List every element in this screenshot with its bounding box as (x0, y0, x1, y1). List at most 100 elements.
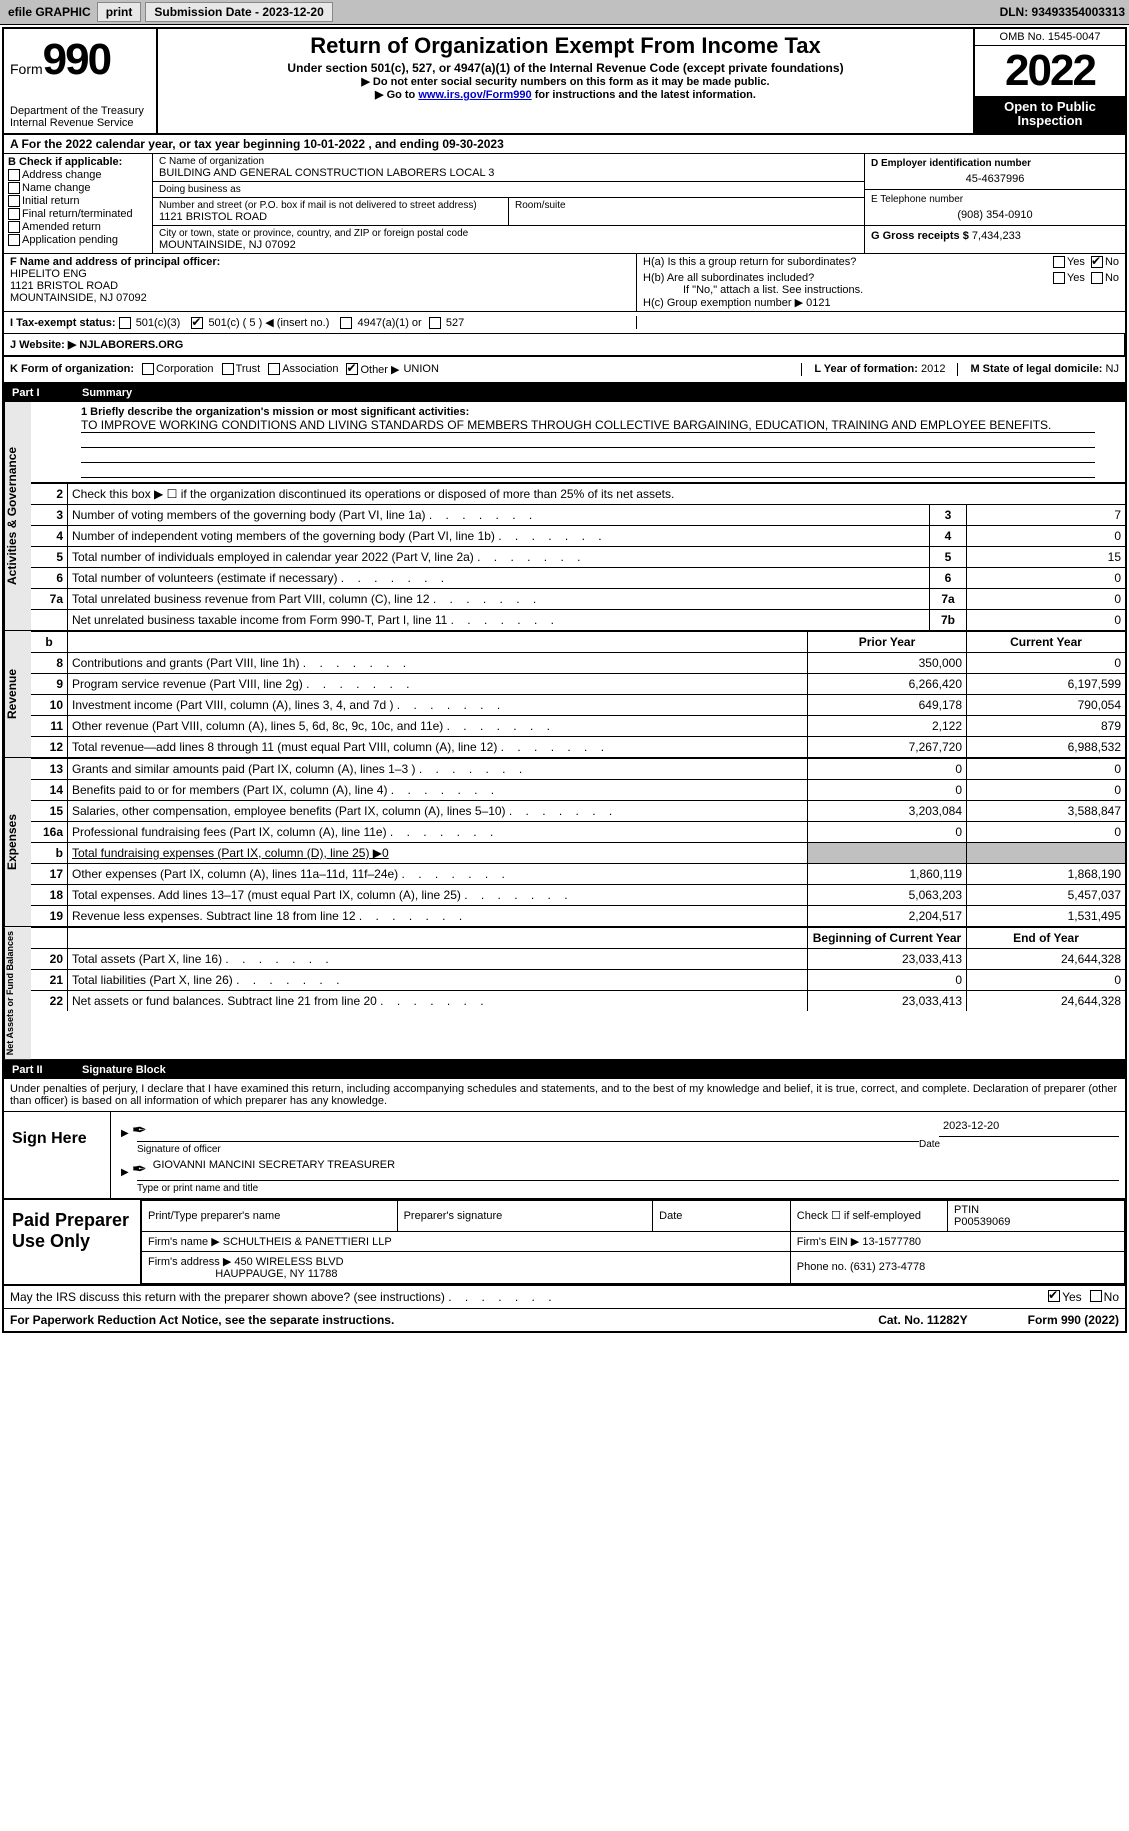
dept-label: Department of the Treasury (10, 105, 150, 117)
sign-date: 2023-12-20 (939, 1120, 1119, 1137)
addr-label: Number and street (or P.O. box if mail i… (159, 200, 502, 211)
trust-checkbox[interactable] (222, 363, 234, 375)
expenses-tab: Expenses (4, 758, 31, 926)
officer-name: HIPELITO ENG (10, 268, 630, 280)
checkbox-initial-return[interactable] (8, 195, 20, 207)
ein-label: D Employer identification number (871, 158, 1119, 169)
501c3-checkbox[interactable] (119, 317, 131, 329)
sign-here-label: Sign Here (4, 1112, 111, 1198)
firm-ein: 13-1577780 (862, 1236, 921, 1248)
org-name: BUILDING AND GENERAL CONSTRUCTION LABORE… (159, 167, 858, 179)
pen-icon: ✒ (121, 1120, 147, 1141)
form-word: Form (10, 61, 43, 77)
ha-label: H(a) Is this a group return for subordin… (643, 256, 1053, 268)
prep-name-label: Print/Type preparer's name (142, 1200, 398, 1231)
hb-note: If "No," attach a list. See instructions… (643, 284, 1119, 296)
firm-city: HAUPPAUGE, NY 11788 (215, 1268, 337, 1280)
section-a-tax-year: A For the 2022 calendar year, or tax yea… (4, 135, 1125, 154)
efile-label: efile GRAPHIC (8, 5, 91, 19)
revenue-table: bPrior YearCurrent Year 8Contributions a… (31, 631, 1125, 757)
officer-sig-label: Signature of officer (137, 1144, 919, 1155)
website-label: J Website: ▶ (10, 339, 76, 351)
501c-checkbox[interactable] (191, 317, 203, 329)
section-b-title: B Check if applicable: (8, 156, 148, 168)
firm-phone: (631) 273-4778 (850, 1261, 925, 1273)
part1-header: Part I Summary (4, 384, 1125, 402)
line4-value: 0 (967, 525, 1126, 546)
irs-label: Internal Revenue Service (10, 117, 150, 129)
section-f: F Name and address of principal officer:… (4, 254, 637, 311)
submission-date: Submission Date - 2023-12-20 (145, 2, 332, 22)
self-employed-label: Check ☐ if self-employed (790, 1200, 947, 1231)
hb-yes-checkbox[interactable] (1053, 272, 1065, 284)
assoc-checkbox[interactable] (268, 363, 280, 375)
form-container: Form990 Department of the Treasury Inter… (2, 27, 1127, 1333)
discuss-yes-checkbox[interactable] (1048, 1290, 1060, 1302)
top-toolbar: efile GRAPHIC print Submission Date - 20… (0, 0, 1129, 25)
other-checkbox[interactable] (346, 363, 358, 375)
header-center: Return of Organization Exempt From Incom… (158, 29, 973, 133)
name-title-label: Type or print name and title (137, 1183, 1119, 1194)
header-left: Form990 Department of the Treasury Inter… (4, 29, 158, 133)
officer-label: F Name and address of principal officer: (10, 256, 630, 268)
tel-label: E Telephone number (871, 194, 1119, 205)
hb-no-checkbox[interactable] (1091, 272, 1103, 284)
checkbox-name-change[interactable] (8, 182, 20, 194)
other-value: UNION (403, 363, 438, 376)
officer-addr1: 1121 BRISTOL ROAD (10, 280, 630, 292)
527-checkbox[interactable] (429, 317, 441, 329)
hc-label: H(c) Group exemption number ▶ (643, 297, 803, 309)
form-number: 990 (43, 35, 110, 84)
sign-block: ✒ Signature of officer 2023-12-20 Date ✒… (111, 1112, 1125, 1198)
firm-name: SCHULTHEIS & PANETTIERI LLP (223, 1236, 392, 1248)
checkbox-app-pending[interactable] (8, 234, 20, 246)
room-label: Room/suite (515, 200, 858, 211)
discuss-row: May the IRS discuss this return with the… (4, 1286, 1125, 1309)
4947-checkbox[interactable] (340, 317, 352, 329)
revenue-tab: Revenue (4, 631, 31, 757)
line6-value: 0 (967, 567, 1126, 588)
corp-checkbox[interactable] (142, 363, 154, 375)
checkbox-final-return[interactable] (8, 208, 20, 220)
line7b-value: 0 (967, 609, 1126, 630)
form-title: Return of Organization Exempt From Incom… (166, 33, 965, 59)
preparer-block: Print/Type preparer's name Preparer's si… (141, 1200, 1125, 1284)
street-address: 1121 BRISTOL ROAD (159, 211, 502, 223)
line3-value: 7 (967, 504, 1126, 525)
section-b: B Check if applicable: Address change Na… (4, 154, 153, 253)
form-footer-label: Form 990 (2022) (1028, 1313, 1119, 1327)
form-subtitle: Under section 501(c), 527, or 4947(a)(1)… (166, 61, 965, 75)
mission-label: 1 Briefly describe the organization's mi… (81, 406, 1095, 418)
discuss-no-checkbox[interactable] (1090, 1290, 1102, 1302)
tax-status-label: I Tax-exempt status: (10, 317, 116, 329)
officer-addr2: MOUNTAINSIDE, NJ 07092 (10, 292, 630, 304)
checkbox-amended[interactable] (8, 221, 20, 233)
tel-value: (908) 354-0910 (871, 209, 1119, 221)
ha-yes-checkbox[interactable] (1053, 256, 1065, 268)
year-formation: 2012 (921, 363, 945, 375)
dln-label: DLN: 93493354003313 (1000, 5, 1125, 19)
mission-block: 1 Briefly describe the organization's mi… (31, 402, 1125, 483)
line5-value: 15 (967, 546, 1126, 567)
org-name-label: C Name of organization (159, 156, 858, 167)
hc-value: 0121 (806, 297, 830, 309)
city-value: MOUNTAINSIDE, NJ 07092 (159, 239, 858, 251)
irs-link[interactable]: www.irs.gov/Form990 (418, 89, 531, 101)
paperwork-notice: For Paperwork Reduction Act Notice, see … (10, 1313, 878, 1327)
gross-value: 7,434,233 (972, 230, 1021, 242)
checkbox-address-change[interactable] (8, 169, 20, 181)
ha-no-checkbox[interactable] (1091, 256, 1103, 268)
date-label: Date (919, 1139, 1119, 1150)
gross-label: G Gross receipts $ (871, 230, 969, 242)
form-note2: ▶ Go to www.irs.gov/Form990 for instruct… (166, 88, 965, 101)
prep-date-label: Date (653, 1200, 791, 1231)
header-right: OMB No. 1545-0047 2022 Open to Public In… (973, 29, 1125, 133)
netassets-table: Beginning of Current YearEnd of Year 20T… (31, 927, 1125, 1011)
cat-number: Cat. No. 11282Y (878, 1313, 967, 1327)
print-button[interactable]: print (97, 2, 142, 22)
section-h: H(a) Is this a group return for subordin… (637, 254, 1125, 311)
netassets-tab: Net Assets or Fund Balances (4, 927, 31, 1059)
form-org-label: K Form of organization: (10, 363, 134, 376)
expenses-table: 13Grants and similar amounts paid (Part … (31, 758, 1125, 926)
governance-tab: Activities & Governance (4, 402, 31, 630)
